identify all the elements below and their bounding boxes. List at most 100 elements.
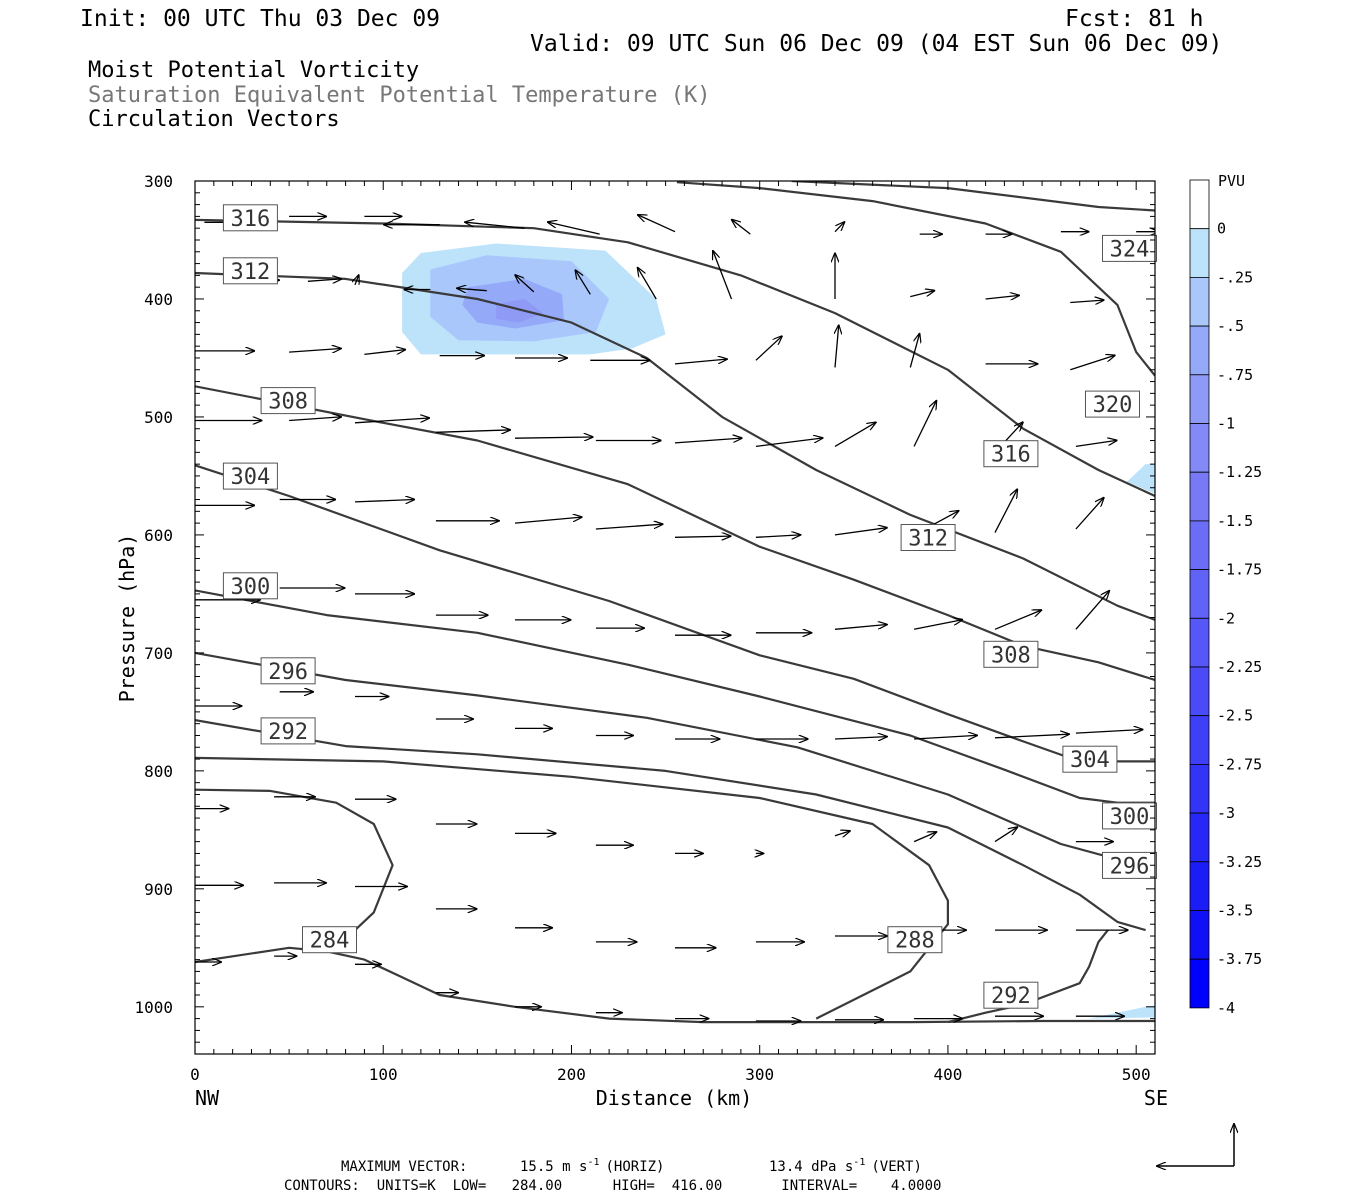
circulation-vector-14 (307, 279, 341, 281)
contour-label-14: 300 (1102, 802, 1157, 830)
contour-label-text: 300 (1110, 805, 1150, 830)
isentrope-292-8 (195, 719, 1146, 932)
forecast-hour: Fcst: 81 h (1065, 6, 1203, 32)
circulation-vector-20 (638, 268, 657, 300)
y-tick-label: 900 (144, 880, 173, 899)
contour-label-box (260, 657, 316, 685)
circulation-vector-44 (674, 438, 742, 444)
contour-label-box (302, 926, 357, 954)
isentrope-304-5 (195, 464, 1155, 763)
colorbar-level-label: -.75 (1217, 366, 1253, 384)
contour-label-text: 324 (1110, 237, 1150, 262)
circulation-vector-4 (465, 222, 525, 229)
max-vector-label: MAXIMUM VECTOR: (341, 1159, 467, 1175)
colorbar-swatch-8 (1189, 569, 1210, 619)
contour-label-15: 296 (1102, 851, 1157, 879)
contour-label-4: 300 (222, 572, 278, 600)
colorbar-swatch-16 (1189, 958, 1210, 1009)
contour-label-1: 312 (222, 257, 278, 285)
y-axis-label: Pressure (hPa) (115, 534, 139, 703)
isentrope-292-12 (947, 929, 1109, 1024)
y-tick-label: 300 (144, 172, 173, 191)
circulation-vector-27 (289, 349, 341, 353)
isentrope-layer (195, 181, 1155, 1024)
circulation-vector-34 (835, 325, 839, 368)
colorbar-level-label: -2.75 (1217, 755, 1262, 773)
contour-label-13: 304 (1062, 745, 1118, 773)
contour-label-2: 308 (260, 387, 316, 415)
circulation-vector-18 (515, 275, 535, 293)
colorbar-swatch-15 (1189, 910, 1210, 960)
colorbar-level-label: -3 (1217, 804, 1235, 822)
contour-label-box (222, 572, 278, 600)
contour-label-text: 312 (231, 260, 271, 285)
circulation-vector-21 (713, 251, 733, 300)
colorbar-swatch-10 (1189, 666, 1210, 717)
circulation-vector-70 (834, 625, 887, 630)
contour-label-text: 292 (268, 720, 308, 745)
y-tick-label: 1000 (134, 998, 173, 1017)
circulation-vector-25 (1070, 300, 1103, 302)
contour-label-box (1102, 234, 1157, 262)
contour-label-box (983, 440, 1039, 468)
colorbar-level-label: 0 (1217, 220, 1226, 238)
circulation-vector-28 (364, 350, 405, 356)
circulation-vector-84 (994, 734, 1069, 738)
y-tick-label: 600 (144, 526, 173, 545)
contour-label-6: 292 (260, 717, 316, 745)
colorbar-swatch-12 (1189, 764, 1210, 814)
circulation-vector-54 (514, 517, 582, 524)
valid-time: Valid: 09 UTC Sun 06 Dec 09 (04 EST Sun … (530, 31, 1222, 57)
circulation-vector-72 (994, 610, 1041, 630)
contour-label-box (900, 524, 956, 551)
circulation-vector-46 (834, 422, 876, 447)
circulation-vector-71 (913, 620, 962, 630)
contour-label-12: 308 (983, 640, 1039, 668)
contour-label-text: 316 (991, 443, 1031, 468)
x-tick-label: 0 (190, 1065, 200, 1084)
contour-label-text: 288 (895, 929, 935, 954)
circulation-vector-40 (354, 418, 429, 424)
x-tick-label: 200 (557, 1065, 586, 1084)
pv-shading-layer (402, 243, 1155, 1019)
colorbar-swatch-6 (1189, 471, 1210, 522)
circulation-vector-33 (755, 336, 782, 361)
circulation-vector-39 (289, 417, 341, 421)
circulation-vector-5 (548, 222, 600, 235)
axes: 300 400 500 600 700 800 900 1000 0 100 200 300 400 50… (134, 172, 1156, 1084)
contour-label-10: 316 (983, 440, 1039, 468)
field-title-vectors: Circulation Vectors (88, 107, 340, 132)
contour-label-11: 312 (900, 524, 956, 552)
circulation-vector-6 (638, 215, 676, 233)
circulation-vector-56 (674, 536, 731, 537)
circulation-vector-41 (435, 430, 510, 432)
circulation-vector-52 (354, 500, 414, 502)
colorbar-swatch-5 (1189, 423, 1210, 473)
isentrope-308-4 (195, 385, 1155, 682)
isentrope-320-1 (676, 181, 1155, 377)
y-tick-label: 800 (144, 762, 173, 781)
y-tick-label: 400 (144, 290, 173, 309)
field-title-pv: Moist Potential Vorticity (88, 58, 419, 83)
contour-label-box (887, 926, 943, 954)
horiz-exponent: -1 (587, 1157, 599, 1168)
circulation-vector-15 (355, 275, 359, 285)
colorbar-swatch-3 (1189, 325, 1210, 376)
colorbar-level-label: -2.5 (1217, 707, 1253, 725)
circulation-vector-57 (755, 535, 800, 537)
colorbar-level-label: -4 (1217, 999, 1235, 1017)
y-tick-label: 700 (144, 644, 173, 663)
contour-label-box (1102, 802, 1157, 830)
x-tick-label: 500 (1122, 1065, 1151, 1084)
isentrope-324-0 (791, 181, 1155, 212)
x-tick-label: 300 (745, 1065, 774, 1084)
contour-label-box (1085, 390, 1140, 418)
pv-region-5 (1089, 1005, 1155, 1019)
isentrope-316-2 (195, 218, 1155, 497)
circulation-vector-35 (909, 334, 919, 368)
colorbar-swatch-14 (1189, 861, 1210, 911)
contour-label-text: 320 (1093, 393, 1133, 418)
contour-label-text: 308 (268, 390, 308, 415)
field-title-theta-es: Saturation Equivalent Potential Temperat… (88, 83, 711, 108)
